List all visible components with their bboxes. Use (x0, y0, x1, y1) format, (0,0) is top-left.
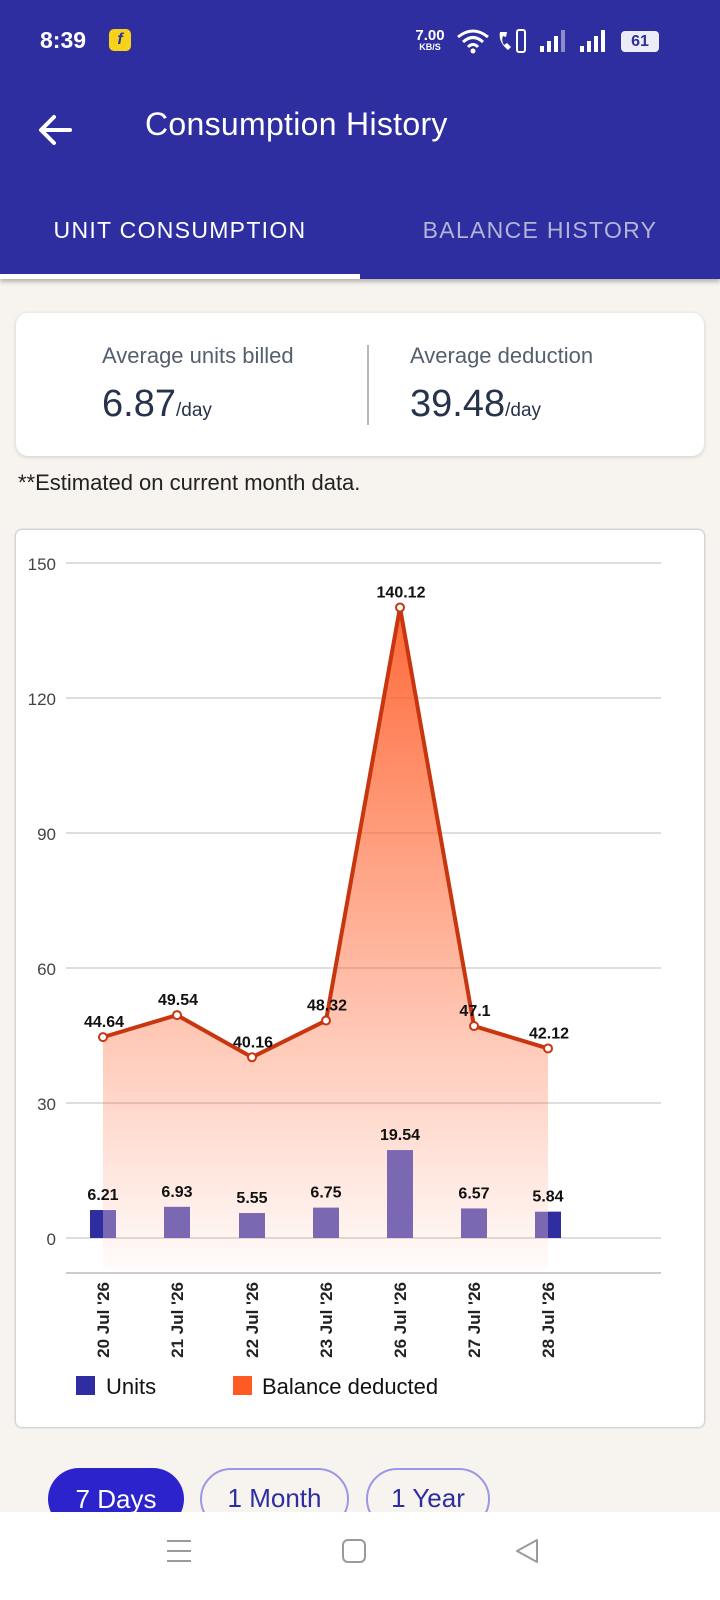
home-icon[interactable] (341, 1538, 367, 1564)
consumption-chart: 0 30 60 90 120 150 44.64 49.54 40.16 48.32 140.12 4… (28, 555, 661, 1399)
tab-unit-consumption[interactable]: UNIT CONSUMPTION (53, 217, 307, 243)
avg-units-block: Average units billed 6.87/day (102, 343, 294, 426)
y-tick-label: 120 (28, 690, 56, 709)
summary-divider (367, 345, 369, 425)
balance-point (543, 1043, 553, 1054)
balance-data-label: 40.16 (233, 1034, 273, 1051)
y-tick-label: 30 (37, 1095, 56, 1114)
app-bar: Consumption History (0, 84, 720, 184)
signal-icon (540, 30, 565, 52)
x-tick-label: 26 Jul '26 (391, 1282, 410, 1358)
x-tick-label: 28 Jul '26 (539, 1282, 558, 1358)
system-nav-bar (0, 1512, 720, 1600)
units-data-label: 5.84 (532, 1189, 563, 1206)
status-time: 8:39 (40, 27, 87, 53)
tab-bar: UNIT CONSUMPTION BALANCE HISTORY (0, 184, 720, 279)
balance-data-label: 44.64 (84, 1014, 124, 1031)
balance-data-label: 49.54 (158, 992, 198, 1009)
status-bar: 8:39 f 7.00 KB/S 61 (0, 0, 720, 84)
units-bar (164, 1206, 190, 1238)
units-bar (387, 1150, 413, 1238)
avg-units-suffix: /day (175, 400, 212, 421)
balance-data-label: 47.1 (459, 1003, 490, 1020)
flipkart-badge-icon: f (109, 29, 131, 51)
menu-icon[interactable] (166, 1538, 192, 1564)
units-bar (239, 1213, 265, 1238)
y-tick-label: 0 (47, 1230, 56, 1249)
units-data-label: 6.21 (87, 1187, 118, 1204)
y-tick-label: 90 (37, 825, 56, 844)
wifi-icon (457, 29, 489, 54)
active-tab-indicator (0, 274, 360, 279)
x-tick-label: 22 Jul '26 (243, 1282, 262, 1358)
avg-deduction-value: 39.48 (410, 383, 506, 425)
balance-line (102, 605, 549, 1060)
balance-point (247, 1052, 257, 1063)
x-tick-label: 27 Jul '26 (465, 1282, 484, 1358)
network-speed-unit: KB/S (419, 42, 441, 52)
x-tick-label: 20 Jul '26 (94, 1282, 113, 1358)
legend-balance-swatch (233, 1376, 252, 1395)
legend-units-swatch (76, 1376, 95, 1395)
avg-deduction-value-row: 39.48/day (410, 383, 593, 426)
battery-icon: 61 (621, 31, 659, 52)
balance-data-label: 140.12 (377, 584, 426, 601)
volte-icon (499, 29, 526, 53)
balance-data-label: 48.32 (307, 998, 347, 1015)
balance-point (98, 1032, 108, 1043)
avg-units-value-row: 6.87/day (102, 383, 294, 426)
estimate-note: **Estimated on current month data. (18, 470, 361, 495)
tab-balance-history[interactable]: BALANCE HISTORY (422, 217, 658, 243)
arrow-left-icon[interactable] (34, 108, 78, 152)
legend-units-label: Units (106, 1374, 156, 1399)
consumption-chart-card: 0 30 60 90 120 150 44.64 49.54 40.16 48.32 140.12 4… (16, 530, 704, 1427)
avg-units-label: Average units billed (102, 343, 294, 368)
units-data-label: 19.54 (380, 1127, 420, 1144)
units-data-label: 6.57 (458, 1185, 489, 1202)
avg-deduction-block: Average deduction 39.48/day (410, 343, 593, 426)
x-tick-label: 21 Jul '26 (168, 1282, 187, 1358)
units-data-label: 5.55 (236, 1190, 267, 1207)
avg-deduction-label: Average deduction (410, 343, 594, 368)
units-bar (313, 1207, 339, 1238)
network-speed: 7.00 KB/S (410, 28, 450, 52)
balance-point (172, 1010, 182, 1021)
units-data-label: 6.93 (161, 1184, 192, 1201)
page-title: Consumption History (145, 106, 448, 142)
balance-data-label: 42.12 (529, 1025, 569, 1042)
x-tick-label: 23 Jul '26 (317, 1282, 336, 1358)
avg-deduction-suffix: /day (505, 400, 542, 421)
balance-point (395, 602, 405, 613)
summary-card: Average units billed 6.87/day Average de… (16, 313, 704, 456)
y-tick-label: 150 (28, 555, 56, 574)
signal-icon (580, 30, 605, 52)
back-icon[interactable] (514, 1538, 540, 1564)
units-data-label: 6.75 (310, 1185, 341, 1202)
legend-balance-label: Balance deducted (262, 1374, 438, 1399)
units-bar-edge (548, 1211, 561, 1238)
y-tick-label: 60 (37, 960, 56, 979)
balance-point (469, 1021, 479, 1032)
units-bar-edge (90, 1210, 103, 1238)
units-bar (461, 1208, 487, 1238)
avg-units-value: 6.87 (102, 383, 176, 425)
network-speed-value: 7.00 (415, 27, 445, 44)
balance-point (321, 1015, 331, 1026)
balance-area (103, 607, 548, 1270)
